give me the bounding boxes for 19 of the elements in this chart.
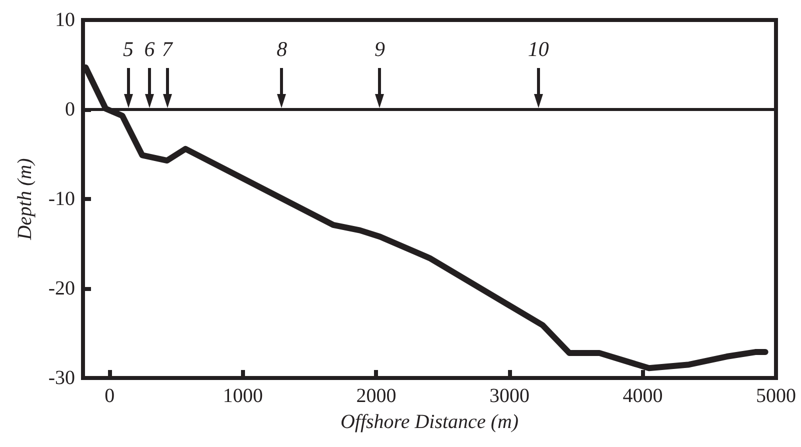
x-axis-title: Offshore Distance (m) xyxy=(340,411,519,433)
annotation: 6 xyxy=(144,37,156,61)
annotation: 7 xyxy=(162,37,174,61)
y-tick-label: -20 xyxy=(48,278,75,300)
y-tick-label: -30 xyxy=(48,367,75,389)
y-tick-label: 10 xyxy=(55,9,75,31)
x-tick-label: 5000 xyxy=(756,385,796,407)
x-tick-label: 0 xyxy=(104,385,115,407)
x-tick-label: 3000 xyxy=(489,385,530,407)
x-tick-label: 1000 xyxy=(222,385,263,407)
y-axis-title: Depth (m) xyxy=(14,158,36,241)
y-tick-label: -10 xyxy=(48,188,75,210)
x-tick-label: 2000 xyxy=(356,385,396,407)
annotation: 10 xyxy=(528,37,550,61)
annotation: 5 xyxy=(123,37,134,61)
annotation: 8 xyxy=(276,37,288,61)
x-tick-label: 4000 xyxy=(622,385,663,407)
y-tick-label: 0 xyxy=(65,98,75,120)
annotation: 9 xyxy=(374,37,386,61)
